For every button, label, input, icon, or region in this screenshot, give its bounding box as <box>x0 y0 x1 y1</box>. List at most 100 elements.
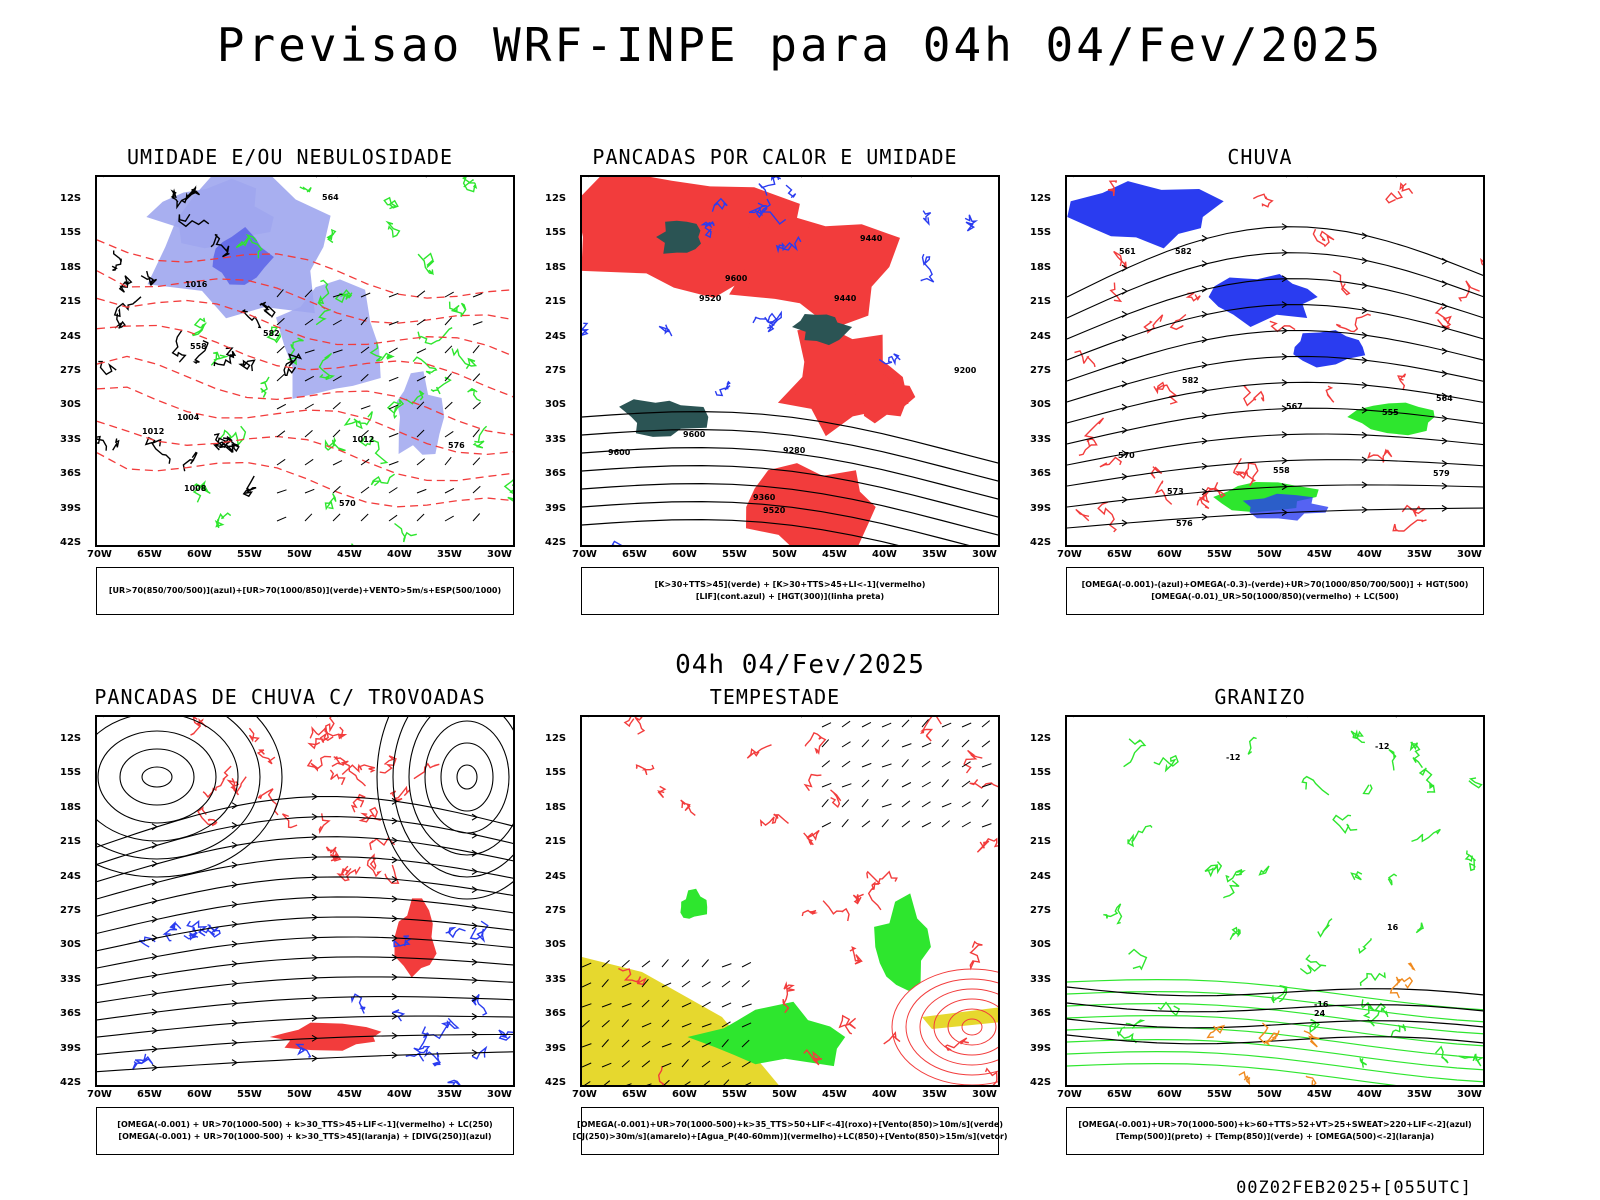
streamline-arrow <box>231 802 239 810</box>
lon-tick-label: 70W <box>87 1089 112 1100</box>
wind-vector <box>472 428 480 438</box>
contour-line <box>752 312 778 333</box>
contour-line <box>758 177 780 196</box>
wind-vector <box>444 430 454 438</box>
panel-title: TEMPESTADE <box>709 685 841 709</box>
lat-tick-label: 30S <box>545 399 567 411</box>
contour-line <box>1399 182 1414 195</box>
contour-line <box>1099 456 1122 468</box>
wind-850-area <box>687 1001 846 1067</box>
contour-line <box>1434 306 1452 329</box>
lon-tick-label: 35W <box>922 549 947 560</box>
thickness-contour <box>97 355 513 436</box>
streamline-arrow <box>311 954 319 962</box>
temp500-contour <box>1067 1034 1483 1045</box>
contour-line <box>1362 784 1373 795</box>
contour-line <box>191 317 208 337</box>
contour-label: 576 <box>448 441 465 450</box>
streamline <box>119 748 195 806</box>
streamline-arrow <box>1281 379 1289 387</box>
streamline-arrow <box>1441 257 1449 265</box>
contour-line <box>1143 314 1164 334</box>
instability-area-green <box>792 314 853 346</box>
wind-vector <box>641 999 650 1008</box>
contour-line <box>1335 313 1371 333</box>
contour-line <box>1083 417 1105 442</box>
contour-line <box>242 475 257 498</box>
contour-line <box>1317 918 1333 938</box>
lat-tick-label: 24S <box>545 870 567 882</box>
contour-line <box>1312 228 1335 248</box>
wind-vector <box>388 292 399 298</box>
streamline-arrow <box>1201 437 1209 445</box>
contour-line <box>1388 748 1397 771</box>
lat-tick-label: 33S <box>545 973 567 985</box>
wind-vector <box>332 513 341 522</box>
legend-text: [OMEGA(-0.001) + UR>70(1000-500) + k>30_… <box>118 1132 492 1141</box>
streamline-arrow <box>311 853 319 861</box>
streamline-arrow <box>1201 488 1209 496</box>
lon-tick-label: 55W <box>237 549 262 560</box>
streamline-arrow <box>471 904 479 912</box>
wind-vector <box>861 721 872 728</box>
wind-vector <box>601 1003 612 1008</box>
wind-vector <box>388 321 399 326</box>
wind-vector <box>304 403 314 410</box>
lon-tick-label: 45W <box>337 1089 362 1100</box>
panel-title: CHUVA <box>1227 145 1293 169</box>
contour-line <box>1395 976 1401 986</box>
contour-line <box>680 799 696 816</box>
contour-line <box>498 1029 513 1041</box>
lon-tick-label: 45W <box>822 1089 847 1100</box>
wind-vector <box>360 373 369 382</box>
lon-tick-label: 45W <box>337 549 362 560</box>
contour-line <box>430 376 452 395</box>
streamline-arrow <box>151 897 159 905</box>
lat-tick-label: 36S <box>60 1008 82 1020</box>
temp850-contour <box>1067 1002 1483 1035</box>
wind-vector <box>921 742 932 748</box>
lat-tick-label: 12S <box>545 193 567 204</box>
contour-line <box>213 346 237 367</box>
contour-line <box>1123 738 1147 768</box>
lon-tick-label: 65W <box>1107 1089 1132 1100</box>
streamline <box>1067 278 1483 340</box>
streamline <box>424 720 510 834</box>
lon-tick-label: 30W <box>972 549 997 560</box>
lat-tick-label: 42S <box>1030 1077 1052 1088</box>
instability-area-red <box>729 214 900 329</box>
contour-line <box>1225 868 1246 883</box>
wind-vector <box>276 516 287 522</box>
streamline-arrow <box>1201 412 1209 420</box>
wind-vector <box>416 376 427 382</box>
streamline-arrow <box>1281 509 1289 516</box>
contour-line <box>711 197 728 212</box>
instability-area-green <box>656 220 701 254</box>
wind-vector <box>881 763 892 768</box>
wind-vector <box>901 719 910 728</box>
contour-label: 9520 <box>699 294 722 303</box>
streamline-arrow <box>471 976 479 984</box>
wind-vector <box>901 800 911 808</box>
streamline-arrow <box>1201 513 1209 521</box>
lon-tick-label: 60W <box>187 549 212 560</box>
wind-vector <box>582 1043 592 1048</box>
wind-vector <box>332 349 343 354</box>
streamline-arrow <box>1201 310 1209 318</box>
contour-line <box>1387 873 1398 886</box>
wind-vector <box>721 1002 732 1008</box>
contour-line <box>132 1053 154 1071</box>
lon-tick-label: 55W <box>1207 549 1232 560</box>
temp500-contour <box>1067 986 1483 997</box>
streamline-arrow <box>231 940 239 948</box>
contour-line <box>963 749 983 774</box>
contour-label: 1008 <box>184 484 207 493</box>
map-area: 9600 9520 9600 9440 9360 9280 9200 9520 9440 9600 <box>580 175 1000 547</box>
contour-line <box>657 785 667 799</box>
wind-vector <box>646 1083 652 1085</box>
lon-tick-label: 60W <box>672 1089 697 1100</box>
contour-line <box>920 253 935 283</box>
streamline-arrow <box>231 960 239 968</box>
thickness-contour <box>97 297 513 357</box>
wind-vector <box>416 429 425 438</box>
